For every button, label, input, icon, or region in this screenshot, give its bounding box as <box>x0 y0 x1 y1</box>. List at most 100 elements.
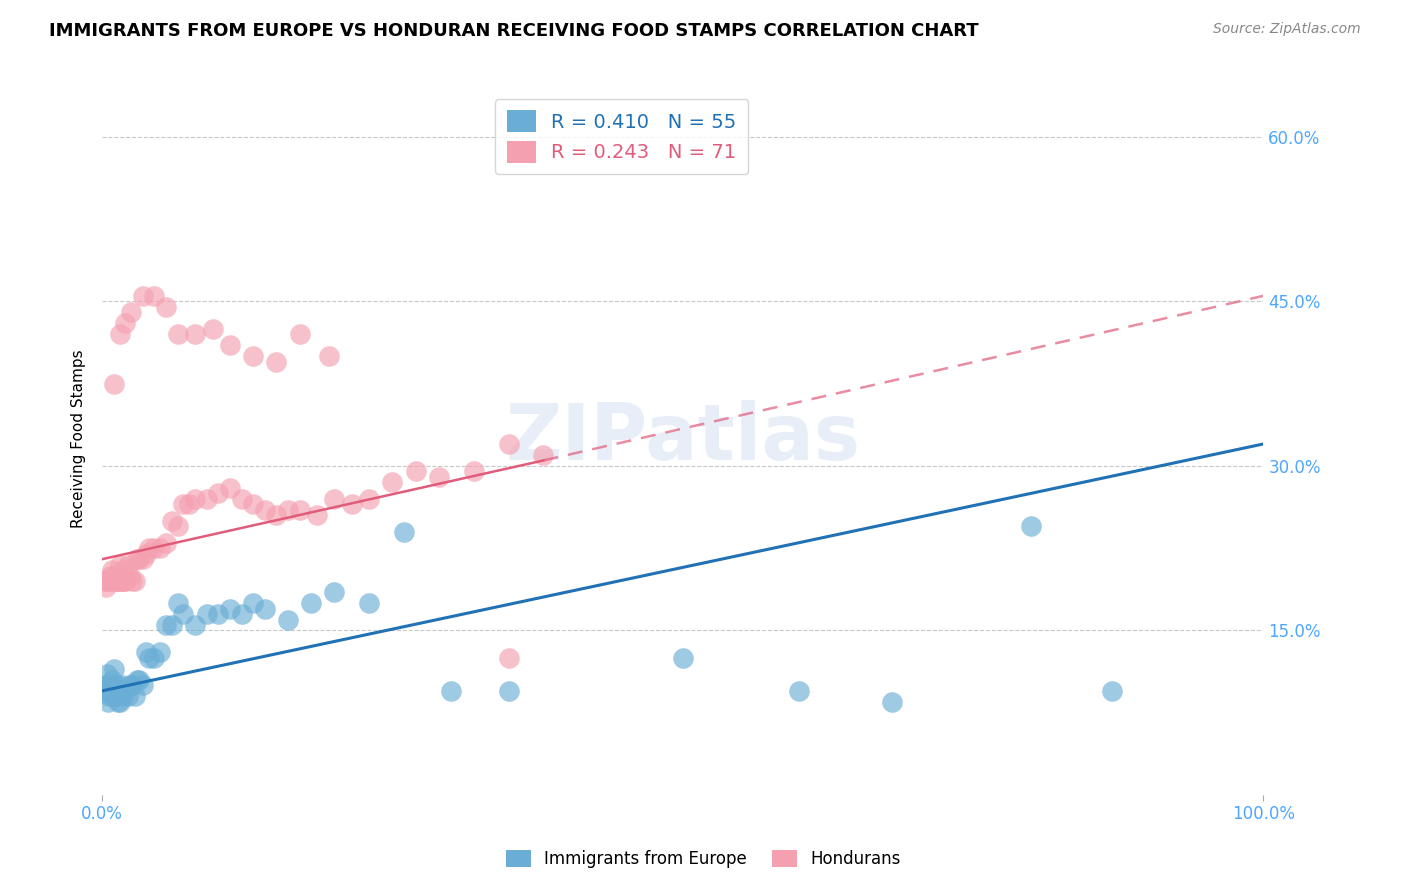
Point <box>97 678 120 692</box>
Point <box>120 305 142 319</box>
Point <box>787 683 810 698</box>
Point <box>219 338 242 352</box>
Point <box>108 327 131 342</box>
Point <box>128 673 150 687</box>
Point <box>143 651 166 665</box>
Point <box>266 354 288 368</box>
Point <box>184 327 207 342</box>
Point <box>125 673 148 687</box>
Point <box>1101 683 1123 698</box>
Point <box>253 503 276 517</box>
Point <box>166 519 188 533</box>
Point <box>117 558 139 572</box>
Point <box>381 475 404 490</box>
Point <box>100 563 122 577</box>
Point <box>132 289 155 303</box>
Point <box>242 497 264 511</box>
Point <box>318 349 340 363</box>
Point <box>143 541 166 556</box>
Text: Source: ZipAtlas.com: Source: ZipAtlas.com <box>1213 22 1361 37</box>
Point <box>427 470 450 484</box>
Point <box>288 503 311 517</box>
Point <box>231 491 253 506</box>
Point <box>107 574 129 588</box>
Point <box>135 547 157 561</box>
Point <box>111 678 134 692</box>
Point <box>184 618 207 632</box>
Point <box>179 497 201 511</box>
Point <box>672 651 695 665</box>
Point <box>98 568 121 582</box>
Point <box>242 596 264 610</box>
Point <box>173 497 195 511</box>
Point <box>97 695 120 709</box>
Point <box>277 503 299 517</box>
Point <box>121 574 143 588</box>
Point <box>323 585 346 599</box>
Point <box>219 481 242 495</box>
Point <box>112 574 135 588</box>
Point <box>340 497 363 511</box>
Point <box>299 596 322 610</box>
Point <box>108 695 131 709</box>
Point <box>97 574 120 588</box>
Point <box>117 690 139 704</box>
Point <box>184 491 207 506</box>
Point <box>207 486 229 500</box>
Point <box>149 541 172 556</box>
Point <box>120 568 142 582</box>
Point <box>219 601 242 615</box>
Point <box>132 678 155 692</box>
Legend: R = 0.410   N = 55, R = 0.243   N = 71: R = 0.410 N = 55, R = 0.243 N = 71 <box>495 99 748 174</box>
Point <box>114 316 136 330</box>
Point <box>880 695 903 709</box>
Point <box>253 601 276 615</box>
Text: ZIPatlas: ZIPatlas <box>505 401 860 476</box>
Point <box>323 491 346 506</box>
Point <box>195 607 218 621</box>
Point <box>112 563 135 577</box>
Point <box>112 690 135 704</box>
Point <box>305 508 328 523</box>
Point <box>155 300 177 314</box>
Point <box>100 673 122 687</box>
Point <box>132 552 155 566</box>
Point <box>439 683 461 698</box>
Point <box>498 651 520 665</box>
Point <box>128 552 150 566</box>
Point <box>155 618 177 632</box>
Point <box>105 574 128 588</box>
Point <box>114 574 136 588</box>
Point <box>105 690 128 704</box>
Point <box>231 607 253 621</box>
Point <box>135 645 157 659</box>
Point <box>104 690 127 704</box>
Point <box>121 678 143 692</box>
Point <box>101 678 124 692</box>
Point <box>288 327 311 342</box>
Point <box>155 535 177 549</box>
Point <box>114 683 136 698</box>
Point <box>195 491 218 506</box>
Point <box>104 574 127 588</box>
Point <box>498 437 520 451</box>
Point <box>201 322 224 336</box>
Point <box>207 607 229 621</box>
Point <box>124 574 146 588</box>
Point <box>105 678 128 692</box>
Point <box>166 596 188 610</box>
Y-axis label: Receiving Food Stamps: Receiving Food Stamps <box>72 349 86 528</box>
Point <box>107 695 129 709</box>
Point <box>103 376 125 391</box>
Point <box>120 678 142 692</box>
Point <box>98 683 121 698</box>
Point <box>105 574 128 588</box>
Point <box>108 558 131 572</box>
Point <box>138 651 160 665</box>
Point <box>463 464 485 478</box>
Point <box>277 613 299 627</box>
Point <box>93 574 115 588</box>
Point <box>160 618 183 632</box>
Point <box>101 574 124 588</box>
Point <box>359 491 381 506</box>
